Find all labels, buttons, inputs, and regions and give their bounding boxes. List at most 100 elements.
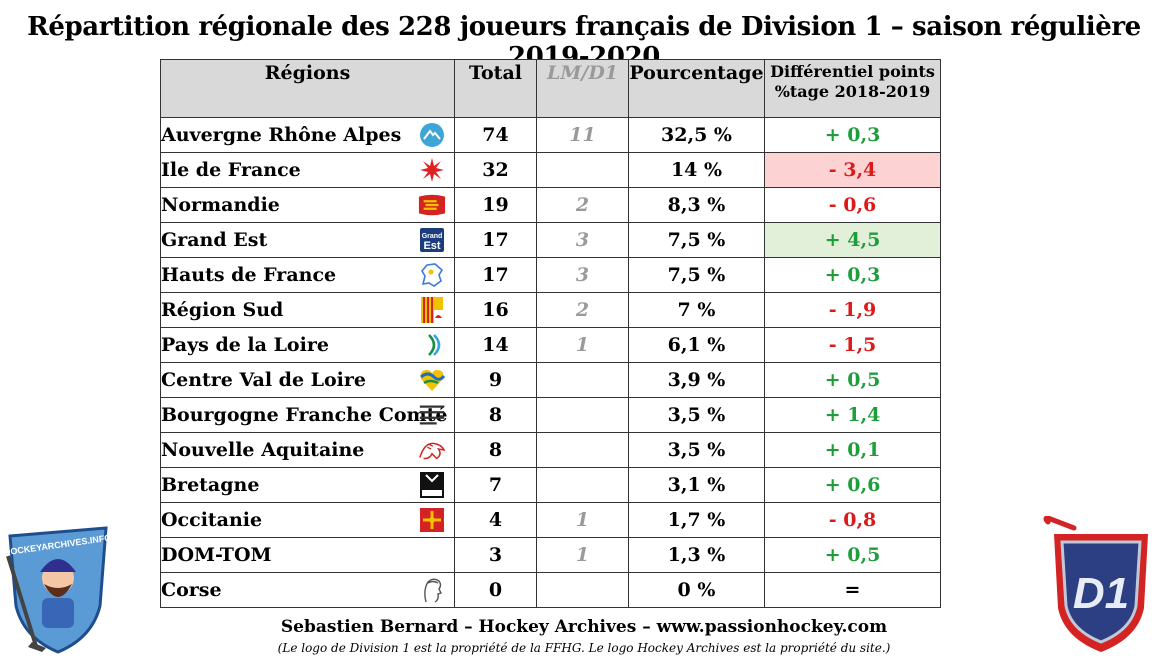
region-label: Normandie	[161, 194, 280, 216]
pct-cell: 3,1 %	[628, 467, 765, 503]
page-title: Répartition régionale des 228 joueurs fr…	[27, 12, 1141, 72]
pct-cell: 8,3 %	[628, 187, 765, 223]
pct-cell: 1,7 %	[628, 502, 765, 538]
lm-cell	[536, 467, 629, 503]
head-outline-icon	[418, 576, 446, 604]
lm-cell: 1	[536, 327, 629, 363]
lm-cell	[536, 432, 629, 468]
region-label: Nouvelle Aquitaine	[161, 439, 365, 461]
region-label: Bourgogne Franche Comté	[161, 404, 448, 426]
total-cell: 8	[454, 432, 537, 468]
pct-cell: 7,5 %	[628, 222, 765, 258]
total-cell: 4	[454, 502, 537, 538]
region-label: Hauts de France	[161, 264, 337, 286]
diff-cell: - 1,5	[764, 327, 941, 363]
total-cell: 17	[454, 257, 537, 293]
text-logo-icon	[418, 401, 446, 429]
header-region: Régions	[160, 59, 455, 118]
total-cell: 9	[454, 362, 537, 398]
table-row: Hauts de France 17 3 7,5 % + 0,3	[160, 257, 941, 293]
diff-cell: + 0,3	[764, 257, 941, 293]
lm-cell: 1	[536, 502, 629, 538]
total-cell: 19	[454, 187, 537, 223]
pct-cell: 32,5 %	[628, 117, 765, 153]
region-label: Bretagne	[161, 474, 260, 496]
footer-note: (Le logo de Division 1 est la propriété …	[277, 641, 891, 655]
diff-cell: - 3,4	[764, 152, 941, 188]
total-cell: 3	[454, 537, 537, 573]
region-name: Auvergne Rhône Alpes	[160, 117, 455, 153]
d1-logo-text: D1	[1073, 569, 1129, 618]
table-row: Occitanie 4 1 1,7 % - 0,8	[160, 502, 941, 538]
header-diff: Différentiel points %tage 2018-2019	[764, 59, 941, 118]
region-name: Normandie	[160, 187, 455, 223]
outline-map-icon	[418, 261, 446, 289]
lm-cell: 3	[536, 222, 629, 258]
region-name: Centre Val de Loire	[160, 362, 455, 398]
region-label: Grand Est	[161, 229, 268, 251]
diff-cell: + 0,5	[764, 362, 941, 398]
grand-est-badge-icon: Grand Est	[418, 226, 446, 254]
pct-cell: 3,5 %	[628, 397, 765, 433]
hockey-archives-logo: HOCKEYARCHIVES.INFO	[3, 526, 112, 654]
region-name: Hauts de France	[160, 257, 455, 293]
pct-cell: 7 %	[628, 292, 765, 328]
region-label: Ile de France	[161, 159, 301, 181]
lm-cell	[536, 572, 629, 608]
table-row: DOM-TOM 3 1 1,3 % + 0,5	[160, 537, 941, 573]
total-cell: 7	[454, 467, 537, 503]
diff-cell: + 4,5	[764, 222, 941, 258]
table-row: Normandie 19 2 8,3 % - 0,6	[160, 187, 941, 223]
table-row: Auvergne Rhône Alpes 74 11 32,5 % + 0,3	[160, 117, 941, 153]
lm-cell	[536, 362, 629, 398]
region-name: Bourgogne Franche Comté	[160, 397, 455, 433]
diff-cell: =	[764, 572, 941, 608]
pct-cell: 3,9 %	[628, 362, 765, 398]
region-label: Occitanie	[161, 509, 263, 531]
table-row: Pays de la Loire 14 1 6,1 % - 1,5	[160, 327, 941, 363]
region-label: Auvergne Rhône Alpes	[161, 124, 402, 146]
total-cell: 74	[454, 117, 537, 153]
lm-cell: 1	[536, 537, 629, 573]
region-label: DOM-TOM	[161, 544, 272, 566]
pct-cell: 1,3 %	[628, 537, 765, 573]
region-name: Corse	[160, 572, 455, 608]
header-lm: LM/D1	[536, 59, 629, 118]
pct-cell: 6,1 %	[628, 327, 765, 363]
region-name: Grand Est Grand Est	[160, 222, 455, 258]
lions-flag-icon	[418, 191, 446, 219]
total-cell: 8	[454, 397, 537, 433]
lm-cell: 3	[536, 257, 629, 293]
table-header-row: Régions Total LM/D1 Pourcentage Différen…	[160, 59, 941, 118]
table-row: Région Sud 16 2 7 % - 1,9	[160, 292, 941, 328]
table-row: Grand Est Grand Est 17 3 7,5 % + 4,5	[160, 222, 941, 258]
region-name: Région Sud	[160, 292, 455, 328]
region-name: DOM-TOM	[160, 537, 455, 573]
total-cell: 17	[454, 222, 537, 258]
region-name: Pays de la Loire	[160, 327, 455, 363]
region-label: Centre Val de Loire	[161, 369, 367, 391]
table-row: Nouvelle Aquitaine 8 3,5 % + 0,1	[160, 432, 941, 468]
striped-flag-icon	[418, 296, 446, 324]
header-total: Total	[454, 59, 537, 118]
total-cell: 32	[454, 152, 537, 188]
ermine-badge-icon	[418, 471, 446, 499]
heart-wave-icon	[418, 366, 446, 394]
red-star-icon	[418, 156, 446, 184]
pct-cell: 0 %	[628, 572, 765, 608]
pct-cell: 3,5 %	[628, 432, 765, 468]
diff-cell: + 0,6	[764, 467, 941, 503]
lm-cell	[536, 152, 629, 188]
arcs-icon	[418, 331, 446, 359]
lm-cell	[536, 397, 629, 433]
lm-cell: 11	[536, 117, 629, 153]
footer-credit: Sebastien Bernard – Hockey Archives – ww…	[280, 617, 888, 637]
diff-cell: - 0,6	[764, 187, 941, 223]
table-row: Ile de France 32 14 % - 3,4	[160, 152, 941, 188]
region-label: Région Sud	[161, 299, 284, 321]
table-row: Bourgogne Franche Comté 8 3,5 % + 1,4	[160, 397, 941, 433]
diff-cell: - 1,9	[764, 292, 941, 328]
header-diff-line1: Différentiel points	[770, 62, 935, 81]
region-name: Ile de France	[160, 152, 455, 188]
region-label: Corse	[161, 579, 222, 601]
